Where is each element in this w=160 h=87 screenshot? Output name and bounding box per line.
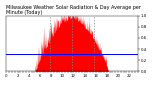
Text: Milwaukee Weather Solar Radiation & Day Average per Minute (Today): Milwaukee Weather Solar Radiation & Day … — [6, 5, 141, 15]
